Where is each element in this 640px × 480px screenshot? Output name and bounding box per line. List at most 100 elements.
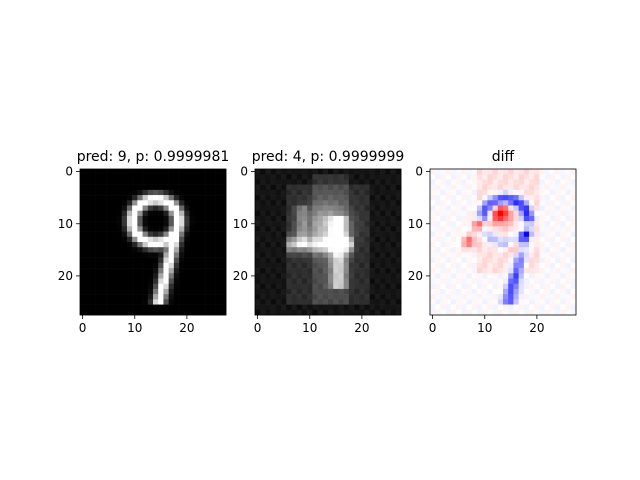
heatmap-cell [90, 189, 96, 196]
heatmap-cell [126, 205, 133, 212]
heatmap-cell [369, 226, 376, 232]
heatmap-cell [307, 273, 313, 279]
heatmap-cell [215, 179, 222, 185]
heatmap-cell [255, 294, 261, 300]
heatmap-cell [85, 226, 91, 232]
heatmap-cell [281, 304, 287, 311]
heatmap-cell [158, 304, 164, 311]
heatmap-cell [466, 226, 473, 232]
heatmap-cell [111, 231, 117, 238]
heatmap-cell [570, 231, 577, 238]
heatmap-cell [354, 215, 360, 222]
heatmap-cell [518, 231, 525, 238]
heatmap-cell [328, 236, 334, 243]
heatmap-cell [137, 236, 143, 243]
heatmap-cell [153, 200, 159, 206]
axes-frame [429, 168, 577, 316]
heatmap-cell [492, 309, 499, 316]
heatmap-cell [184, 257, 190, 264]
heatmap-cell [205, 242, 211, 248]
heatmap-cell [497, 299, 504, 305]
heatmap-cell [147, 179, 154, 185]
heatmap-cell [281, 210, 287, 217]
heatmap-cell [255, 252, 261, 258]
axes-frame [254, 168, 402, 316]
heatmap-cell [466, 221, 473, 227]
heatmap-cell [456, 189, 462, 196]
heatmap-cell [205, 179, 211, 185]
heatmap-cell [312, 268, 318, 274]
heatmap-cell [328, 288, 334, 295]
heatmap-cell [466, 257, 473, 264]
heatmap-cell [539, 288, 546, 295]
heatmap-cell [286, 169, 292, 175]
heatmap-cell [374, 205, 381, 212]
heatmap-cell [456, 236, 462, 243]
heatmap-cell [461, 221, 467, 227]
heatmap-cell [132, 242, 138, 248]
heatmap-cell [565, 268, 572, 274]
heatmap-cell [275, 242, 282, 248]
heatmap-cell [380, 268, 386, 274]
heatmap-cell [348, 257, 355, 264]
heatmap-cell [147, 169, 154, 175]
heatmap-cell [100, 252, 107, 258]
heatmap-cell [158, 221, 164, 227]
heatmap-cell [555, 309, 561, 316]
heatmap-cell [142, 252, 149, 258]
heatmap-cell [111, 221, 117, 227]
heatmap-cell [518, 221, 525, 227]
heatmap-cell [435, 236, 441, 243]
heatmap-cell [544, 283, 551, 290]
heatmap-cell [482, 205, 488, 212]
heatmap-cell [513, 169, 519, 175]
heatmap-cell [265, 179, 271, 185]
heatmap-cell [539, 189, 546, 196]
heatmap-cell [534, 283, 540, 290]
heatmap-cell [173, 268, 180, 274]
heatmap-cell [338, 262, 344, 269]
heatmap-cell [385, 304, 391, 311]
heatmap-cell [142, 242, 149, 248]
heatmap-cell [184, 189, 190, 196]
heatmap-cell [456, 247, 462, 253]
heatmap-cell [513, 299, 519, 305]
heatmap-cell [508, 179, 514, 185]
heatmap-cell [106, 205, 112, 212]
heatmap-cell [291, 242, 298, 248]
heatmap-cell [179, 226, 185, 232]
heatmap-cell [317, 257, 324, 264]
heatmap-cell [374, 268, 381, 274]
heatmap-cell [307, 268, 313, 274]
heatmap-cell [390, 252, 397, 258]
heatmap-cell [471, 309, 478, 316]
heatmap-cell [476, 179, 483, 185]
heatmap-cell [121, 288, 128, 295]
heatmap-cell [265, 273, 271, 279]
heatmap-cell [364, 200, 371, 206]
heatmap-cell [348, 231, 355, 238]
heatmap-cell [343, 273, 350, 279]
heatmap-cell [380, 288, 386, 295]
heatmap-cell [364, 273, 371, 279]
heatmap-cell [565, 174, 572, 180]
heatmap-cell [265, 257, 271, 264]
heatmap-cell [199, 299, 206, 305]
heatmap-cell [513, 304, 519, 311]
heatmap-cell [126, 169, 133, 175]
heatmap-cell [111, 174, 117, 180]
heatmap-cell [560, 195, 566, 201]
heatmap-cell [286, 299, 292, 305]
heatmap-cell [194, 278, 201, 285]
heatmap-cell [255, 299, 261, 305]
heatmap-cell [570, 247, 577, 253]
heatmap-cell [390, 268, 397, 274]
heatmap-cell [570, 268, 577, 274]
heatmap-cell [147, 278, 154, 285]
heatmap-cell [466, 210, 473, 217]
heatmap-cell [265, 221, 271, 227]
heatmap-cell [380, 299, 386, 305]
heatmap-cell [364, 226, 371, 232]
heatmap-cell [281, 283, 287, 290]
heatmap-cell [539, 236, 546, 243]
